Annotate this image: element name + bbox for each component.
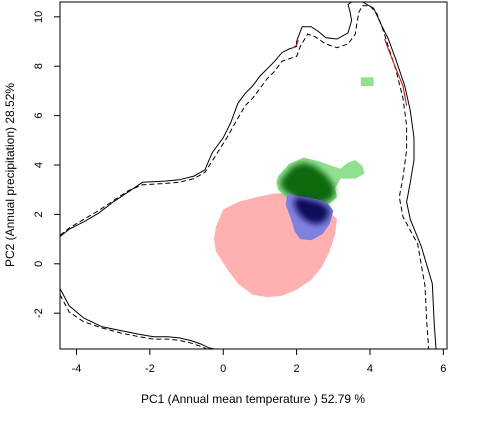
boundary-red-4: [384, 38, 408, 106]
y-tick-label: -2: [33, 308, 45, 318]
density-region-green-2: [360, 77, 374, 86]
x-tick-label: -4: [72, 363, 82, 375]
boundary-lines: [60, 2, 437, 349]
x-tick-label: 4: [367, 363, 373, 375]
y-tick-label: 4: [33, 162, 45, 168]
x-tick-label: 2: [294, 363, 300, 375]
boundary-solid-0: [60, 2, 437, 349]
y-tick-label: 2: [33, 211, 45, 217]
density-regions: [214, 77, 374, 298]
y-tick-label: 6: [33, 113, 45, 119]
y-tick-label: 10: [33, 11, 45, 23]
y-axis-title: PC2 (Annual precipitation) 28.52%: [3, 83, 17, 267]
boundary-red-5: [290, 40, 299, 50]
boundary-dashed-1: [60, 5, 430, 349]
x-axis: -4 -2 0 2 4 6: [72, 348, 446, 375]
boundary-solid-2: [60, 288, 215, 349]
x-tick-label: 6: [440, 363, 446, 375]
x-axis-title: PC1 (Annual mean temperature ) 52.79 %: [141, 392, 365, 406]
density-region-green-dense-3: [280, 162, 336, 204]
y-tick-label: 0: [33, 261, 45, 267]
x-tick-label: 0: [220, 363, 226, 375]
boundary-dashed-3: [60, 294, 207, 349]
y-axis: -2 0 2 4 6 8 10: [33, 11, 61, 318]
x-tick-label: -2: [145, 363, 155, 375]
y-tick-label: 8: [33, 63, 45, 69]
plot-frame: [59, 1, 448, 350]
density-region-blue-dense-5: [294, 197, 330, 225]
